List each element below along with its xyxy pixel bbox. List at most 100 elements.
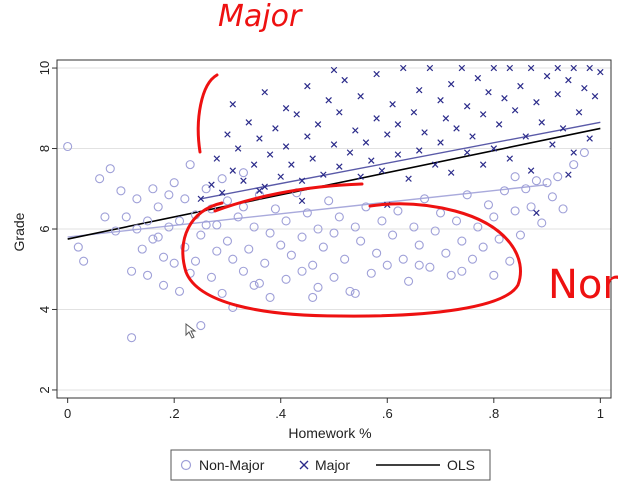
- data-point-non-major: [547, 192, 557, 202]
- data-point-non-major: [164, 222, 174, 232]
- data-point-major: [485, 88, 492, 96]
- data-point-major: [506, 64, 514, 72]
- legend-major-label: Major: [315, 457, 350, 473]
- data-point-non-major: [132, 224, 142, 234]
- data-point-major: [389, 101, 396, 108]
- data-point-non-major: [100, 212, 110, 222]
- data-point-non-major: [238, 266, 248, 276]
- x-axis-title: Homework %: [288, 425, 371, 441]
- data-point-major: [490, 64, 498, 72]
- x-tick-label: 0: [64, 406, 71, 421]
- data-point-non-major: [451, 216, 462, 226]
- data-point-non-major: [388, 230, 398, 240]
- data-point-major: [581, 84, 588, 92]
- data-point-non-major: [350, 288, 360, 298]
- data-point-non-major: [212, 246, 222, 256]
- legend-major-marker: [299, 460, 309, 470]
- annotation-non-major-ellipse: [181, 201, 522, 318]
- data-point-major: [538, 119, 545, 126]
- data-point-major: [565, 171, 572, 178]
- data-point-major: [426, 64, 434, 72]
- data-point-major: [591, 92, 599, 100]
- data-point-non-major: [414, 260, 424, 270]
- data-point-non-major: [334, 212, 344, 222]
- data-point-major: [282, 105, 290, 112]
- data-point-major: [559, 125, 567, 132]
- data-point-non-major: [420, 194, 430, 204]
- data-point-non-major: [372, 248, 382, 258]
- data-point-non-major: [79, 256, 89, 266]
- x-axis: 0 .2 .4 .6 .8 1: [64, 398, 604, 421]
- data-point-non-major: [558, 204, 568, 214]
- data-point-major: [373, 70, 380, 78]
- data-point-non-major: [265, 292, 275, 302]
- data-point-major: [298, 177, 306, 184]
- fit-line-major-fit: [200, 121, 601, 200]
- data-point-non-major: [238, 168, 248, 178]
- data-point-non-major: [201, 220, 211, 230]
- data-point-major: [453, 125, 460, 132]
- data-point-major: [405, 175, 412, 182]
- legend: Non-Major Major OLS: [170, 449, 491, 481]
- data-point-non-major: [510, 206, 520, 216]
- data-point-non-major: [404, 276, 414, 286]
- data-point-major: [527, 64, 535, 72]
- data-point-major: [511, 107, 519, 114]
- x-tick-label: .2: [169, 406, 180, 421]
- data-point-non-major: [196, 321, 206, 331]
- data-point-major: [218, 189, 226, 197]
- data-point-non-major: [510, 172, 520, 182]
- data-point-non-major: [143, 216, 153, 226]
- data-point-non-major: [542, 178, 552, 188]
- data-point-non-major: [441, 248, 451, 258]
- data-point-non-major: [302, 208, 312, 218]
- data-point-major: [272, 125, 279, 132]
- data-point-major: [245, 119, 252, 126]
- fit-lines: [67, 121, 601, 240]
- legend-non-major-label: Non-Major: [199, 457, 265, 473]
- data-point-non-major: [217, 174, 227, 184]
- data-point-non-major: [63, 141, 73, 152]
- data-point-major: [463, 103, 471, 110]
- fit-line-ols: [67, 127, 601, 240]
- data-point-major: [501, 95, 508, 102]
- y-tick-label: 4: [37, 306, 52, 313]
- data-point-major: [234, 145, 242, 152]
- y-tick-label: 10: [37, 61, 52, 75]
- data-point-non-major: [382, 260, 392, 270]
- data-point-non-major: [489, 270, 499, 280]
- data-point-non-major: [297, 266, 307, 276]
- data-point-major: [458, 64, 466, 72]
- data-point-major: [554, 90, 561, 98]
- data-point-major: [282, 143, 290, 150]
- data-point-non-major: [169, 178, 179, 188]
- data-point-non-major: [579, 147, 589, 158]
- data-point-non-major: [467, 254, 478, 264]
- data-point-non-major: [499, 186, 510, 196]
- data-point-major: [357, 92, 364, 100]
- data-point-non-major: [356, 236, 366, 246]
- data-point-non-major: [265, 228, 275, 238]
- y-tick-label: 2: [37, 386, 52, 393]
- data-point-non-major: [249, 222, 259, 232]
- data-point-non-major: [286, 250, 296, 260]
- data-point-non-major: [217, 288, 227, 298]
- y-axis-title: Grade: [11, 212, 27, 251]
- data-point-non-major: [414, 240, 424, 250]
- data-point-major: [362, 139, 370, 146]
- data-point-major: [330, 66, 338, 74]
- data-point-major: [416, 147, 423, 154]
- data-point-non-major: [324, 196, 334, 206]
- data-point-major: [330, 141, 338, 148]
- data-point-non-major: [158, 252, 169, 262]
- data-point-non-major: [409, 222, 419, 232]
- annotation-major-text: Major: [218, 0, 303, 34]
- data-point-non-major: [505, 256, 515, 266]
- data-point-non-major: [105, 164, 115, 174]
- data-point-non-major: [196, 230, 206, 240]
- data-point-major: [368, 157, 375, 164]
- data-point-major: [288, 161, 295, 168]
- data-point-non-major: [297, 232, 307, 242]
- data-point-major: [309, 155, 316, 162]
- data-point-major: [543, 72, 551, 80]
